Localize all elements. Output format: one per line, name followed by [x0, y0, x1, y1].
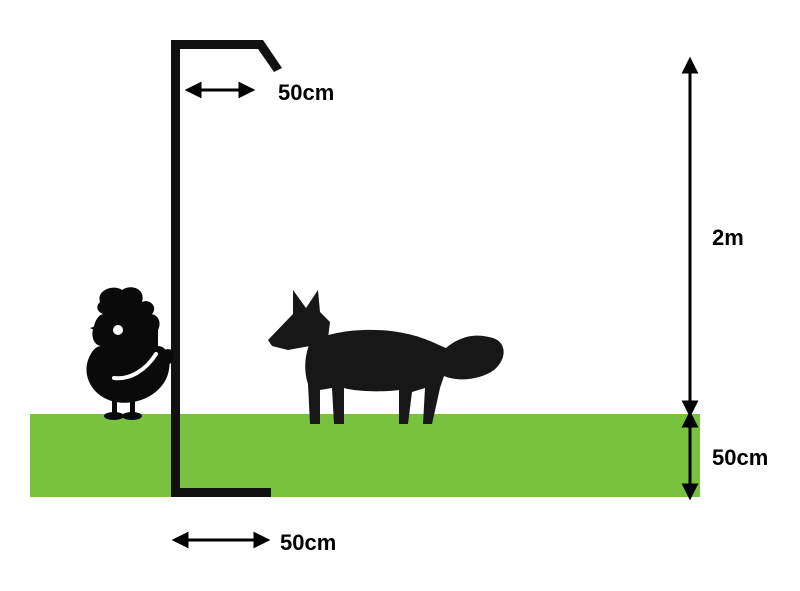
fence-apron [171, 488, 271, 497]
overhang-label: 50cm [278, 80, 334, 106]
overhang-dimension-arrow [188, 84, 252, 96]
height-label: 2m [712, 225, 744, 251]
height-dimension-arrow [684, 60, 696, 414]
apron-dimension-arrow [175, 534, 267, 546]
fence-overhang-horizontal [171, 40, 263, 49]
fence-overhang-tip [256, 40, 282, 72]
apron-label: 50cm [280, 530, 336, 556]
fence-post [171, 40, 180, 497]
fox-icon [258, 280, 508, 430]
chicken-icon [68, 284, 178, 424]
depth-label: 50cm [712, 445, 768, 471]
